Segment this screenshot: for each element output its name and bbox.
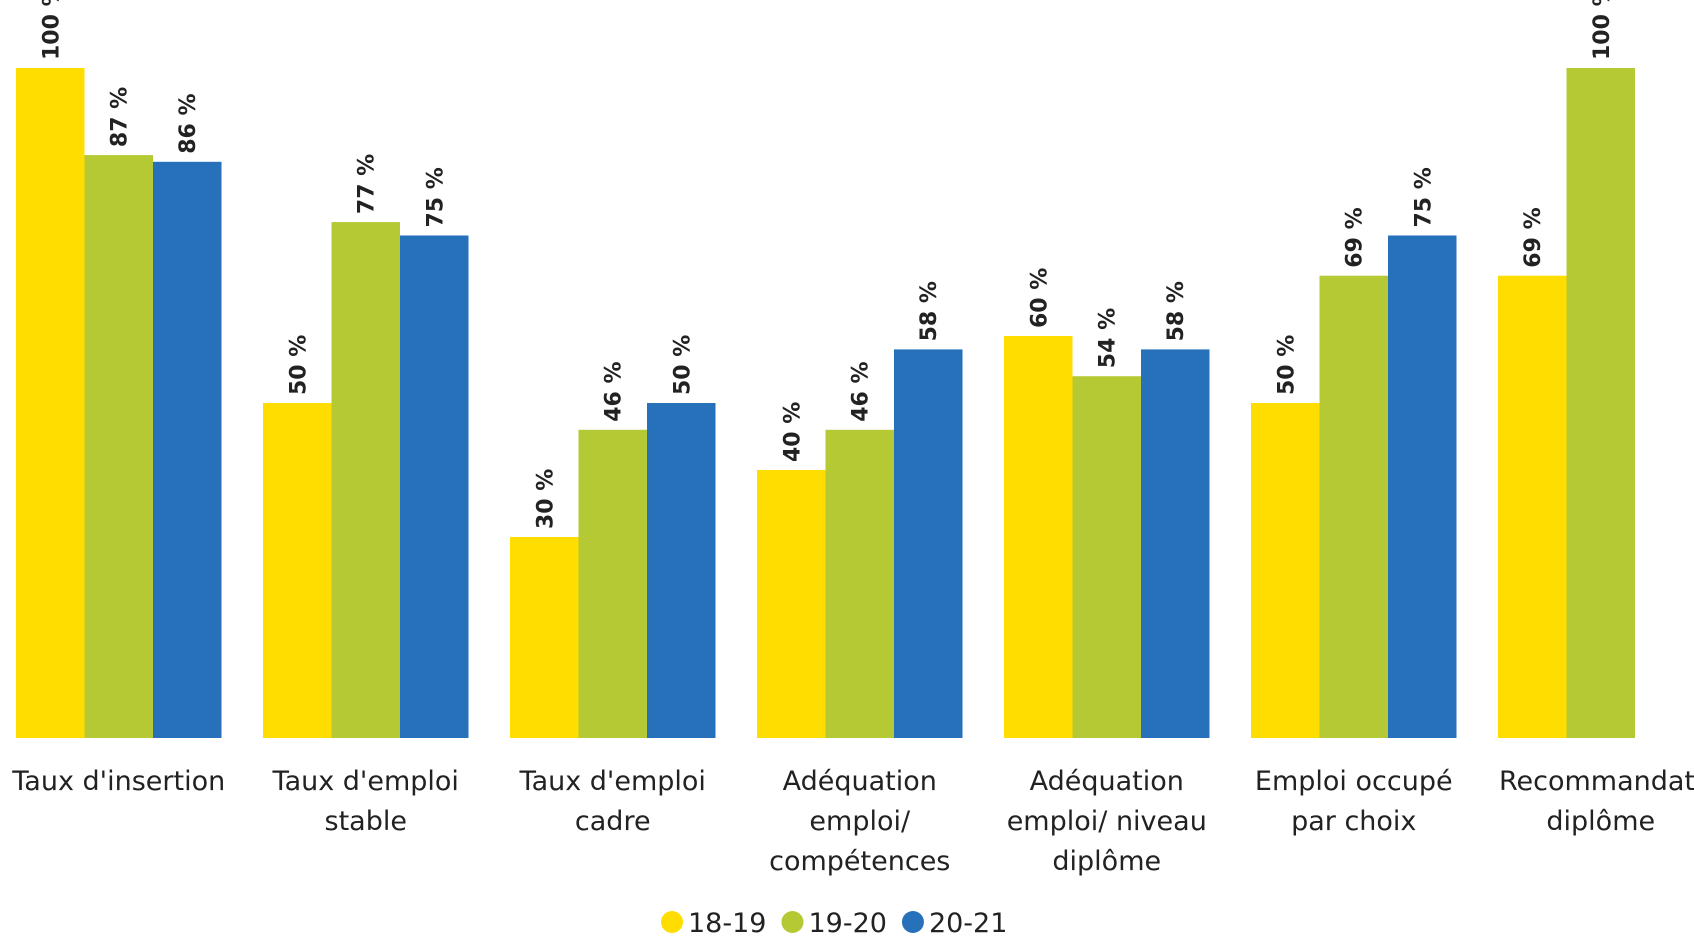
x-tick-label-line: par choix	[1291, 806, 1416, 837]
value-label: 46 %	[849, 361, 874, 421]
x-tick-label-line: compétences	[769, 846, 950, 877]
bar	[578, 429, 647, 738]
bar	[84, 155, 153, 739]
x-tick-label-line: emploi/ niveau	[1007, 806, 1207, 837]
x-tick-label-line: Recommandati	[1499, 766, 1694, 797]
value-label: 46 %	[602, 361, 627, 421]
bar	[1251, 403, 1320, 738]
bar	[1141, 349, 1210, 738]
value-label: 87 %	[108, 87, 133, 147]
value-label: 60 %	[1027, 268, 1052, 328]
x-tick-label: Taux d'emploi cadre	[519, 766, 706, 837]
value-label: 50 %	[1274, 335, 1299, 395]
bar	[1566, 68, 1635, 738]
bar	[400, 235, 469, 738]
value-label: 100 %	[1590, 0, 1615, 60]
value-label: 54 %	[1096, 308, 1121, 368]
bar	[757, 470, 826, 738]
legend-swatch	[901, 911, 924, 933]
bar	[16, 68, 85, 738]
x-tick-label: Emploi occupé par choix	[1255, 766, 1453, 837]
x-tick-label-line: Emploi occupé	[1255, 766, 1453, 797]
x-tick-label: Recommandati diplôme	[1499, 766, 1694, 837]
value-label: 58 %	[917, 281, 942, 341]
x-tick-label: Adéquation emploi/ niveau diplôme	[1007, 766, 1207, 877]
bar	[894, 349, 963, 738]
x-tick-label-line: emploi/	[809, 806, 911, 837]
bar	[1072, 376, 1141, 738]
x-tick-label: Taux d'insertion	[11, 766, 225, 797]
x-tick-label-line: diplôme	[1052, 846, 1161, 877]
value-label: 77 %	[355, 154, 380, 214]
x-tick-label-line: Adéquation	[783, 766, 937, 797]
value-label: 30 %	[533, 469, 558, 529]
bar	[1388, 235, 1457, 738]
value-label: 75 %	[1411, 167, 1436, 227]
bar	[825, 429, 894, 738]
value-label: 50 %	[670, 335, 695, 395]
value-label: 40 %	[780, 402, 805, 462]
bar	[510, 537, 579, 738]
bar	[647, 403, 716, 738]
legend-swatch	[781, 911, 804, 933]
value-label: 58 %	[1164, 281, 1189, 341]
legend-swatch	[661, 911, 683, 933]
value-label: 86 %	[176, 93, 201, 153]
legend-label: 18-19	[688, 908, 766, 939]
value-label: 69 %	[1521, 207, 1546, 267]
bar	[1498, 275, 1567, 738]
x-tick-label: Adéquation emploi/compétences	[769, 766, 950, 877]
bar	[331, 222, 400, 739]
x-tick-label-line: Adéquation	[1030, 766, 1184, 797]
value-label: 69 %	[1343, 207, 1368, 267]
x-tick-label-line: Taux d'insertion	[11, 766, 225, 797]
x-tick-label-line: Taux d'emploi	[519, 766, 706, 797]
x-tick-label-line: stable	[325, 806, 407, 837]
legend-label: 20-21	[929, 908, 1007, 939]
bar	[1319, 275, 1388, 738]
bar	[1004, 336, 1073, 738]
value-label: 100 %	[39, 0, 64, 60]
x-tick-label-line: Taux d'emploi	[272, 766, 459, 797]
x-tick-label: Taux d'emploi stable	[272, 766, 459, 837]
value-label: 50 %	[286, 335, 311, 395]
value-label: 75 %	[423, 167, 448, 227]
x-tick-label-line: diplôme	[1546, 806, 1655, 837]
bar	[153, 161, 222, 739]
bar	[263, 403, 332, 738]
x-tick-label-line: cadre	[575, 806, 651, 837]
legend-label: 19-20	[808, 908, 886, 939]
